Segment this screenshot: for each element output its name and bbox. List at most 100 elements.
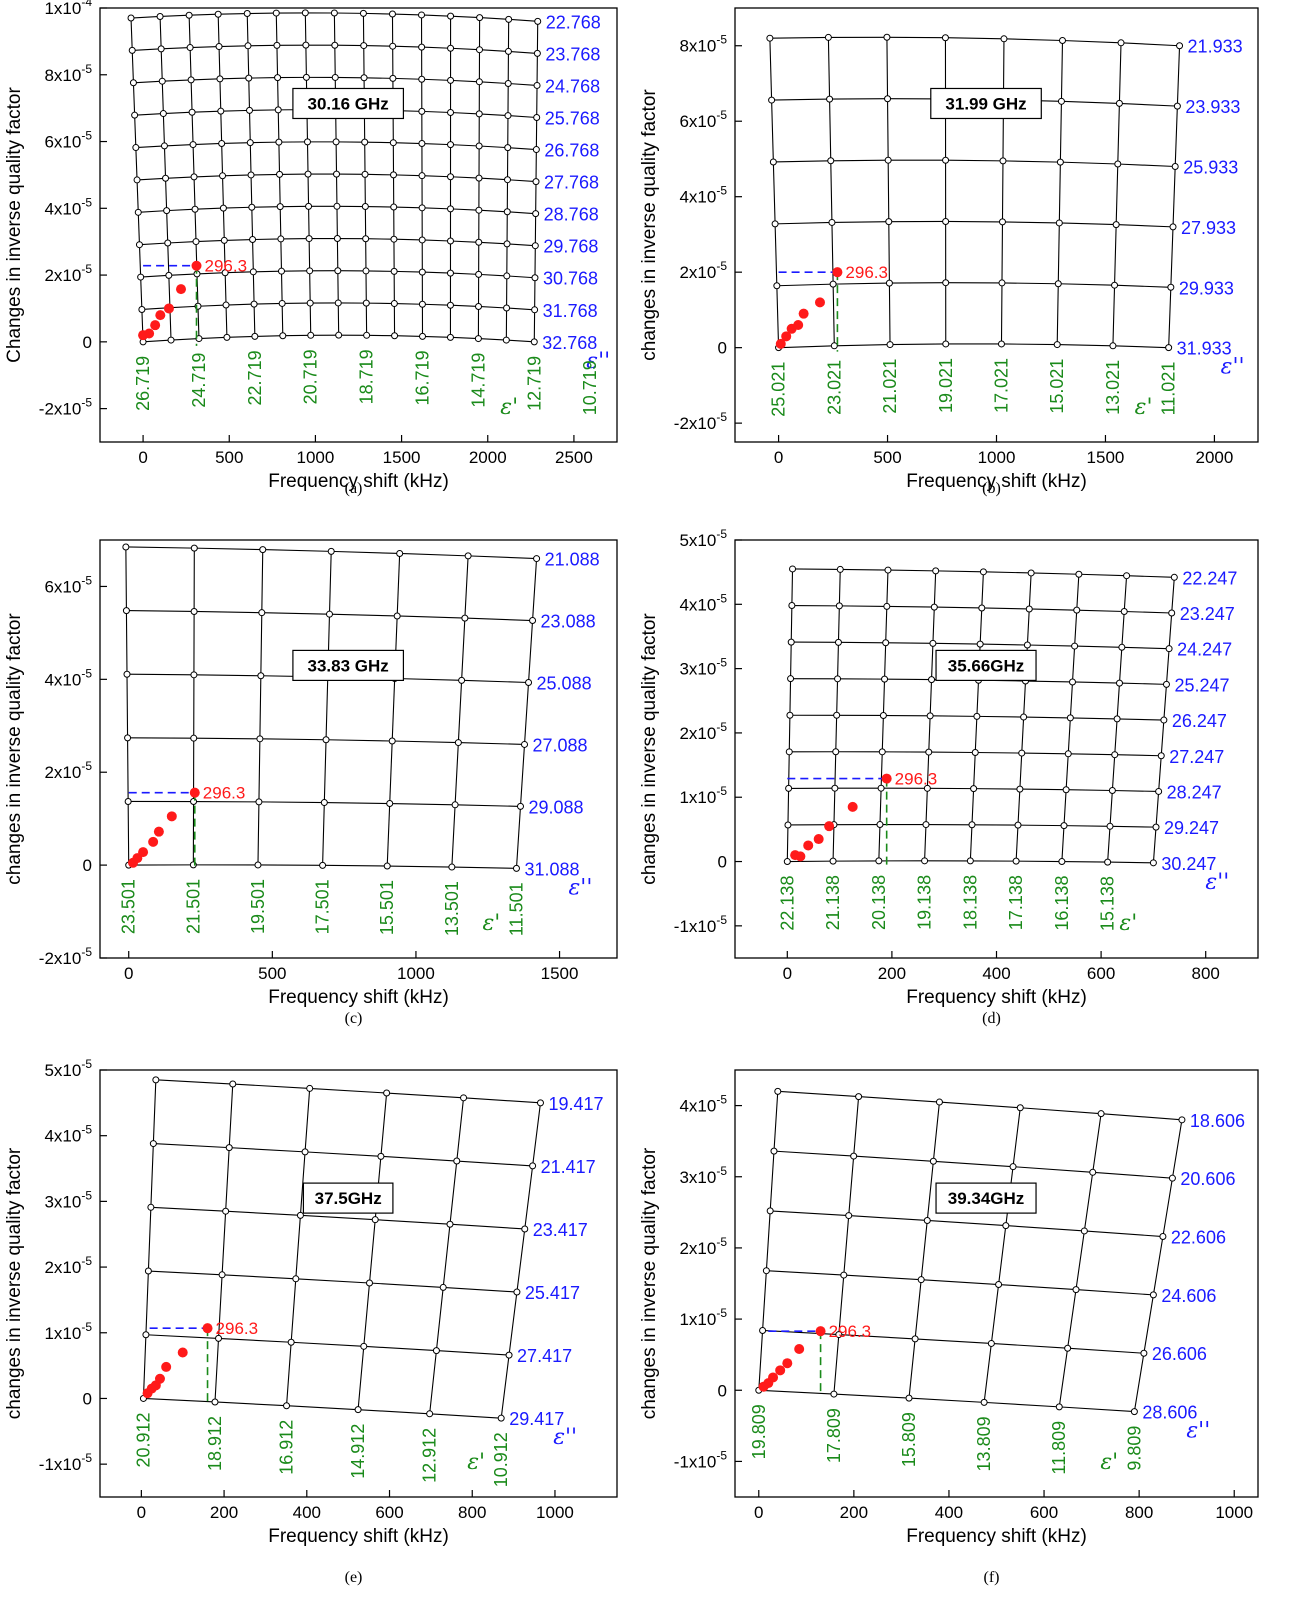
grid-node [275,138,283,146]
grid-node [533,555,541,563]
x-tick-label: 800 [1125,1503,1153,1522]
grid-node [287,1338,295,1346]
grid-node [1171,163,1179,171]
constant-eps1-line [125,546,130,866]
grid-node [277,267,285,275]
eps2-label: 28.768 [544,205,599,225]
grid-node [475,270,483,278]
eps2-label: 30.247 [1161,854,1216,874]
grid-node [1140,1349,1148,1357]
x-tick-label: 200 [210,1503,238,1522]
grid-node [122,543,130,551]
eps2-label: 27.247 [1169,747,1224,767]
x-tick-label: 200 [840,1503,868,1522]
grid-node [503,240,511,248]
grid-node [361,170,369,178]
grid-node [1170,573,1178,581]
grid-node [1080,1227,1088,1235]
eps2-label: 31.933 [1177,339,1232,359]
grid-node [1108,786,1116,794]
grid-node [131,111,139,119]
x-tick-label: 1000 [297,448,335,467]
grid-node [332,138,340,146]
grid-node [447,141,455,149]
grid-node [475,302,483,310]
y-tick-label: 6x10-5 [44,129,92,152]
constant-eps2-line [776,282,1171,288]
grid-node [883,602,891,610]
measured-point [177,1347,188,1358]
constant-eps1-line [1000,38,1005,344]
constant-eps1-line [500,1102,542,1419]
grid-node [453,1157,461,1165]
eps2-label: 23.933 [1185,97,1240,117]
grid-node [447,173,455,181]
constant-eps2-line [775,220,1174,228]
grid-node [1168,609,1176,617]
grid-node [1054,280,1062,288]
grid-node [879,711,887,719]
grid-node [418,75,426,83]
frequency-label: 39.34GHz [948,1189,1025,1208]
measured-point [153,826,164,837]
grid-node [277,235,285,243]
grid-node [884,566,892,574]
y-tick-label: 2x10-5 [44,262,92,285]
grid-node [1109,342,1117,350]
eps1-label: 21.501 [183,879,203,934]
grid-node [881,675,889,683]
grid-node [1012,857,1020,865]
grid-node [978,604,986,612]
panel-caption: (f) [984,1569,1000,1586]
grid-node [1157,752,1165,760]
grid-node [885,218,893,226]
grid-node [787,675,795,683]
grid-node [254,861,262,869]
permittivity-grid [755,1087,1186,1416]
constant-eps2-line [773,159,1176,168]
eps1-label: 23.501 [119,879,139,934]
chart-panel-b: 0 500 1000 1500 2000 -2x10-5 0 2x10-5 4x10-5 6x10… [639,7,1259,497]
grid-node [156,12,164,20]
grid-node [1016,1104,1024,1112]
grid-node [1104,858,1112,866]
temperature-label: 296.3 [216,1319,259,1338]
eps2-label: 25.933 [1183,158,1238,178]
grid-node [1162,680,1170,688]
eps2-label: 29.417 [509,1409,564,1429]
grid-node [1068,678,1076,686]
grid-node [850,1152,858,1160]
eps1-label: 16.138 [1052,876,1072,931]
grid-node [152,1076,160,1084]
constant-eps2-line [155,1079,541,1104]
frequency-label: 33.83 GHz [308,656,389,675]
grid-node [503,304,511,312]
grid-node [458,676,466,684]
x-tick-label: 600 [1087,964,1115,983]
frequency-label: 31.99 GHz [945,94,1026,113]
grid-node [979,568,987,576]
grid-node [134,208,142,216]
measured-point [847,801,858,812]
grid-node [1055,1403,1063,1411]
grid-node [1173,102,1181,110]
grid-node [766,1207,774,1215]
grid-node [447,12,455,20]
grid-node [371,1216,379,1224]
permittivity-grid [783,565,1178,867]
x-axis-title: Frequency shift (kHz) [906,1526,1087,1547]
eps2-symbol: ε'' [1186,1419,1210,1444]
eps2-label: 21.933 [1188,37,1243,57]
grid-node [929,1157,937,1165]
measured-point [814,297,825,308]
grid-node [360,1342,368,1350]
grid-node [785,784,793,792]
grid-node [302,73,310,81]
grid-node [302,41,310,49]
grid-node [244,42,252,50]
eps2-label: 23.417 [533,1220,588,1240]
grid-node [246,139,254,147]
grid-node [512,864,520,872]
grid-node [1058,858,1066,866]
grid-node [158,77,166,85]
